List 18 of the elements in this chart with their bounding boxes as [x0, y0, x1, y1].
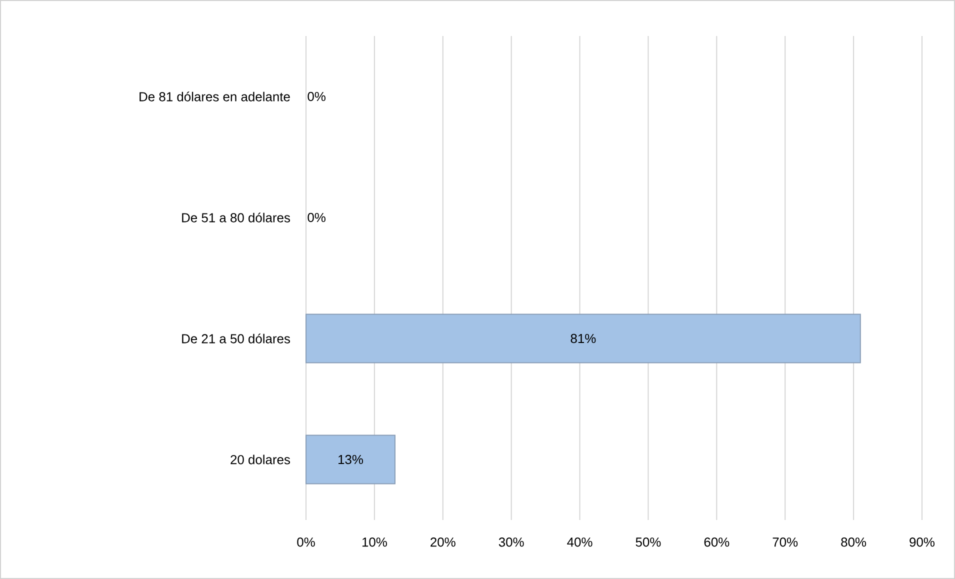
- y-tick-label: De 81 dólares en adelante: [140, 92, 290, 102]
- y-tick-label: De 51 a 80 dólares: [182, 212, 290, 222]
- x-tick-label: 40%: [567, 538, 592, 547]
- x-tick-label: 90%: [910, 538, 934, 547]
- x-tick-label: 30%: [498, 538, 524, 547]
- x-tick-label: 20%: [430, 538, 456, 547]
- data-label: 13%: [338, 454, 363, 464]
- y-tick-label: 20 dolares: [230, 454, 290, 464]
- data-label: 0%: [308, 92, 326, 102]
- x-tick-label: 70%: [772, 538, 798, 547]
- x-tick-label: 50%: [636, 538, 661, 547]
- data-label: 0%: [308, 212, 326, 222]
- x-tick-label: 80%: [841, 538, 866, 547]
- x-tick-label: 60%: [704, 538, 730, 547]
- x-tick-label: 10%: [362, 538, 387, 547]
- x-tick-label: 0%: [297, 538, 315, 547]
- data-label: 81%: [570, 334, 596, 344]
- y-tick-label: De 21 a 50 dólares: [182, 334, 290, 344]
